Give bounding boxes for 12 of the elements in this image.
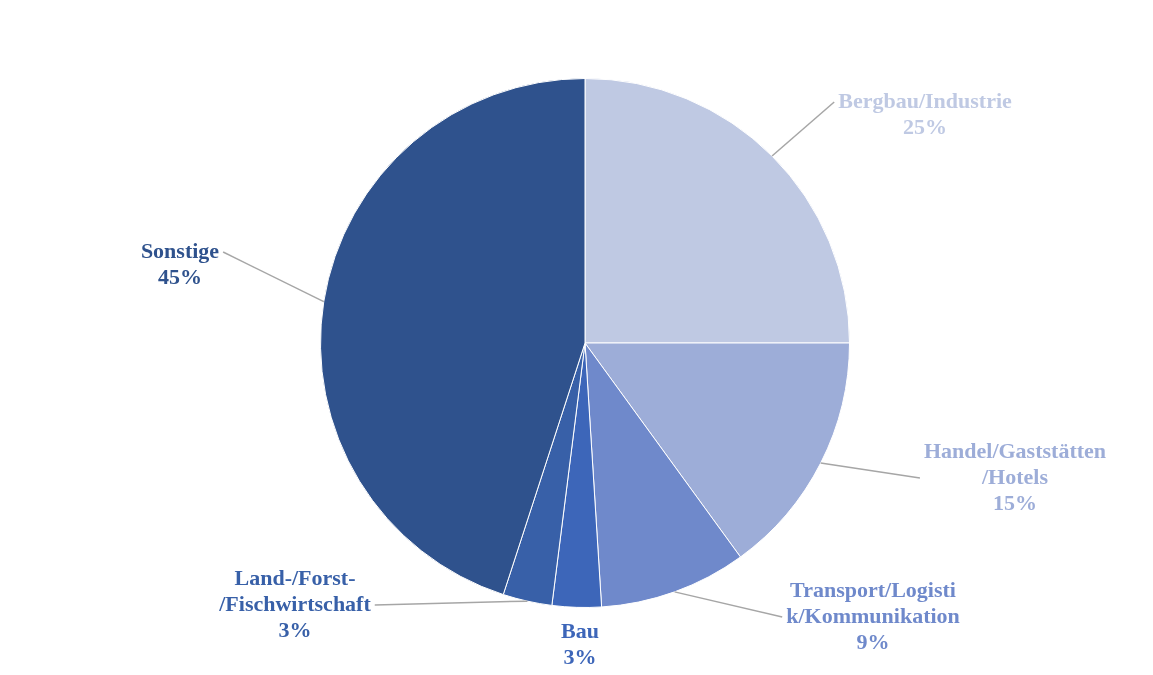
slice-label: Bau — [561, 617, 599, 643]
slice-label: Bergbau/Industrie — [838, 87, 1013, 113]
data-label: 3% — [278, 616, 312, 642]
data-label: 15% — [993, 489, 1037, 515]
slice-label: Transport/Logisti k/Kommunikation — [786, 576, 960, 628]
data-label: 45% — [158, 263, 202, 289]
slice-label: Land-/Forst- /Fischwirtschaft — [218, 564, 372, 616]
slice-label: Handel/Gaststätten /Hotels — [923, 437, 1107, 489]
data-label: 9% — [856, 628, 890, 654]
data-label: 25% — [903, 113, 947, 139]
data-label: 3% — [563, 643, 597, 669]
slice-label: Sonstige — [140, 237, 220, 263]
